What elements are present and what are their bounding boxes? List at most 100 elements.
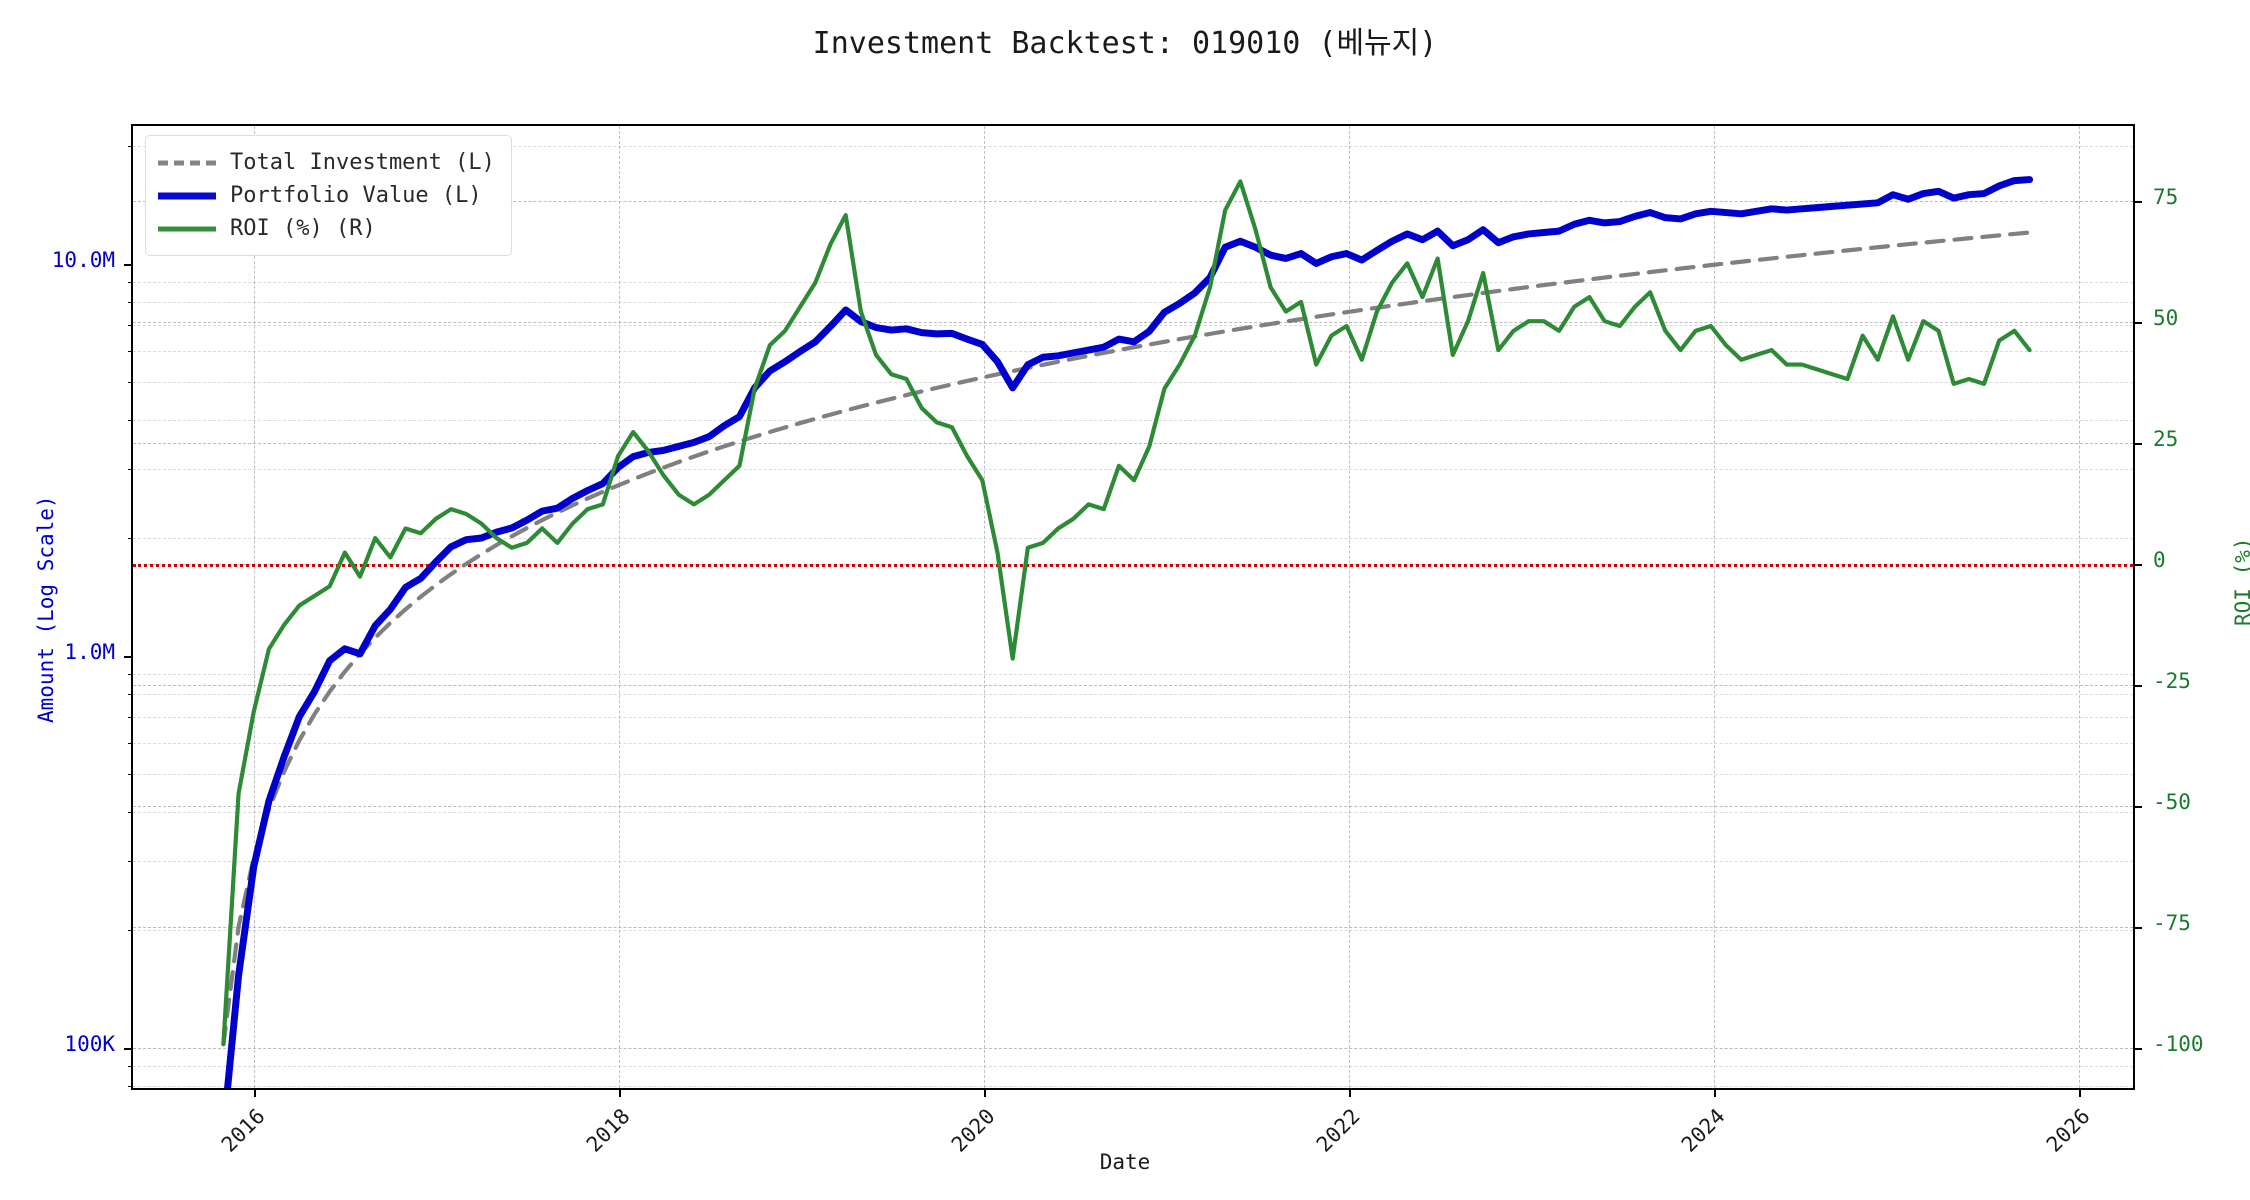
legend-swatch-roi: [158, 218, 216, 240]
gridline-horizontal-minor: [133, 537, 2133, 539]
tick-mark-left: [128, 693, 133, 695]
tick-mark-left: [128, 716, 133, 718]
tick-mark-left: [124, 656, 133, 658]
tick-mark-left: [128, 811, 133, 813]
legend-item: Portfolio Value (L): [158, 179, 495, 212]
gridline-horizontal-minor: [133, 774, 2133, 775]
y-axis-right-tick-50: 50: [2153, 306, 2179, 330]
legend-label-portfolio-value: Portfolio Value (L): [230, 183, 482, 208]
tick-mark-right: [2133, 1048, 2142, 1050]
gridline-horizontal-minor: [133, 693, 2133, 695]
tick-mark-bottom: [2079, 1088, 2081, 1097]
x-axis-tick-2022: 2022: [1311, 1104, 1365, 1157]
gridline-horizontal: [133, 927, 2133, 928]
tick-mark-bottom: [254, 1088, 256, 1097]
plot-area: Total Investment (L) Portfolio Value (L)…: [124, 124, 2142, 1097]
legend-item: ROI (%) (R): [158, 212, 495, 245]
gridline-vertical: [984, 126, 985, 1088]
gridline-horizontal: [133, 201, 2133, 202]
y-axis-right-tick-75: 75: [2153, 185, 2179, 209]
tick-mark-left: [128, 537, 133, 539]
gridline-vertical: [254, 126, 255, 1088]
gridline-horizontal: [133, 685, 2133, 686]
series-layer: [221, 176, 2034, 1088]
tick-mark-left: [128, 281, 133, 283]
y-axis-left-title: Amount (Log Scale): [34, 495, 58, 723]
gridline-vertical: [1349, 126, 1350, 1088]
legend-item: Total Investment (L): [158, 146, 495, 179]
gridline-horizontal: [133, 322, 2133, 323]
y-axis-right-tick-neg50: -50: [2153, 790, 2191, 814]
x-axis-tick-2018: 2018: [581, 1104, 635, 1157]
x-axis-tick-2026: 2026: [2041, 1104, 2095, 1157]
y-axis-right-title: ROI (%): [2231, 537, 2250, 627]
y-axis-right-tick-25: 25: [2153, 427, 2179, 451]
tick-mark-left: [128, 1085, 133, 1087]
tick-mark-right: [2133, 927, 2142, 929]
x-axis-tick-2020: 2020: [946, 1104, 1000, 1157]
gridline-vertical: [2079, 126, 2080, 1088]
gridline-horizontal-minor: [133, 860, 2133, 862]
series-line-total-investment-l: [221, 230, 2032, 1047]
y-axis-left-tick-1.0M: 1.0M: [64, 640, 115, 664]
tick-mark-left: [124, 264, 133, 266]
tick-mark-left: [128, 382, 133, 383]
tick-mark-left: [128, 774, 133, 775]
tick-mark-left: [128, 324, 133, 326]
gridline-horizontal-minor: [133, 419, 2133, 421]
x-axis-tick-2024: 2024: [1676, 1104, 1730, 1157]
plot-clip: [133, 126, 2133, 1088]
tick-mark-left: [128, 419, 133, 421]
legend-label-roi: ROI (%) (R): [230, 216, 376, 241]
tick-mark-left: [128, 1065, 133, 1067]
gridline-horizontal-minor: [133, 1085, 2133, 1087]
gridline-horizontal-minor: [133, 811, 2133, 813]
gridline-vertical: [1714, 126, 1715, 1088]
gridline-horizontal: [133, 443, 2133, 444]
series-line-portfolio-value-l: [224, 176, 2034, 1088]
gridline-vertical: [619, 126, 620, 1088]
y-axis-right-tick-0: 0: [2153, 548, 2166, 572]
tick-mark-right: [2133, 322, 2142, 324]
tick-mark-right: [2133, 806, 2142, 808]
tick-mark-left: [128, 468, 133, 470]
tick-mark-right: [2133, 201, 2142, 203]
x-axis-tick-2016: 2016: [216, 1104, 270, 1157]
y-axis-right-tick-neg75: -75: [2153, 911, 2191, 935]
y-axis-left-tick-100K: 100K: [64, 1032, 115, 1056]
tick-mark-right: [2133, 564, 2142, 566]
legend-swatch-total-investment: [158, 152, 216, 174]
tick-mark-left: [128, 145, 133, 147]
gridline-horizontal-minor: [133, 382, 2133, 383]
gridline-horizontal-minor: [133, 281, 2133, 283]
tick-mark-left: [128, 301, 133, 303]
gridline-horizontal-minor: [133, 929, 2133, 931]
gridline-horizontal-minor: [133, 673, 2133, 675]
gridline-horizontal-minor: [133, 350, 2133, 352]
gridline-horizontal: [133, 806, 2133, 807]
gridline-horizontal-minor: [133, 716, 2133, 718]
tick-mark-bottom: [1714, 1088, 1716, 1097]
tick-mark-bottom: [984, 1088, 986, 1097]
roi-zero-line: [133, 564, 2133, 567]
legend-label-total-investment: Total Investment (L): [230, 150, 495, 175]
tick-mark-bottom: [619, 1088, 621, 1097]
gridline-horizontal-minor: [133, 468, 2133, 470]
gridline-horizontal-minor: [133, 742, 2133, 744]
x-axis-title: Date: [1099, 1150, 1151, 1174]
gridline-horizontal-minor: [133, 145, 2133, 147]
tick-mark-bottom: [1349, 1088, 1351, 1097]
chart-legend: Total Investment (L) Portfolio Value (L)…: [145, 135, 512, 256]
y-axis-left-tick-10.0M: 10.0M: [51, 248, 115, 272]
page-title: Investment Backtest: 019010 (베뉴지): [812, 26, 1438, 61]
series-line-roi-r: [221, 179, 2032, 1047]
tick-mark-left: [128, 673, 133, 675]
gridline-horizontal-minor: [133, 301, 2133, 303]
gridline-horizontal: [133, 1048, 2133, 1049]
tick-mark-right: [2133, 685, 2142, 687]
tick-mark-right: [2133, 443, 2142, 445]
y-axis-right-tick-neg100: -100: [2153, 1032, 2204, 1056]
y-axis-right-tick-neg25: -25: [2153, 669, 2191, 693]
gridline-horizontal-minor: [133, 1065, 2133, 1067]
